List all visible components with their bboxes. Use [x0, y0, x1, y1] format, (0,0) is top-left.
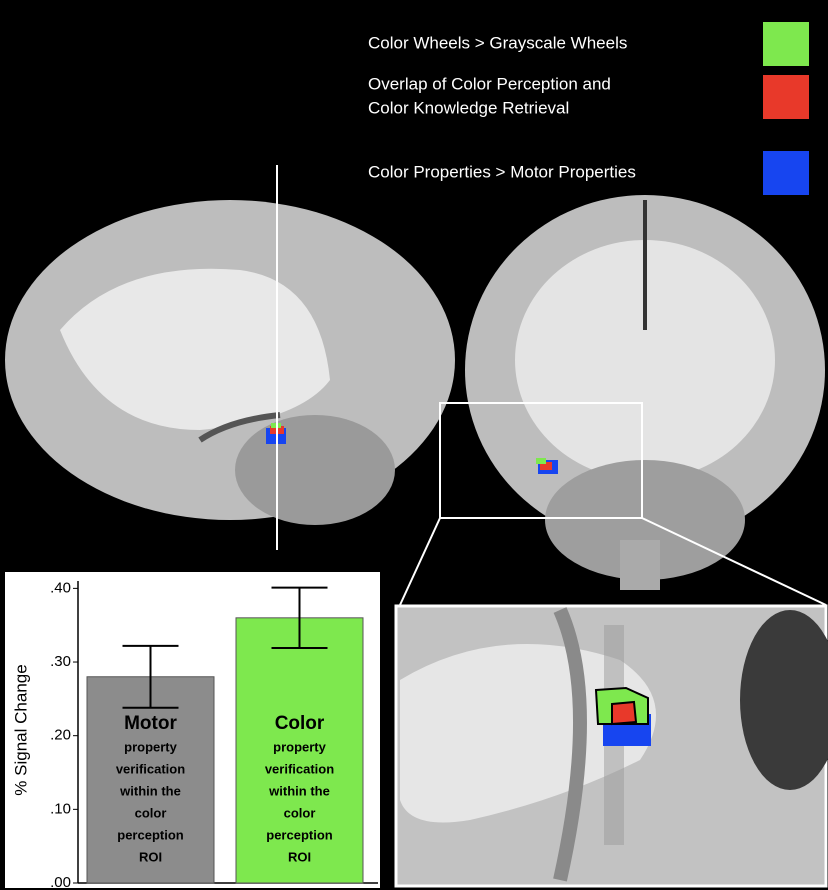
category-description: verification — [116, 761, 185, 776]
category-label: Motor — [124, 713, 177, 734]
category-description: property — [124, 739, 178, 754]
category-description: ROI — [139, 849, 162, 864]
y-tick-label: .30 — [50, 653, 71, 670]
legend-label: Color Properties > Motor Properties — [368, 162, 636, 181]
legend-swatch — [763, 151, 809, 195]
y-tick-label: .20 — [50, 727, 71, 744]
y-tick-label: .10 — [50, 800, 71, 817]
legend-swatch — [763, 22, 809, 66]
category-description: color — [284, 805, 316, 820]
page: {"legend": [ {"lines": ["Color Wheels > … — [0, 0, 828, 890]
legend-label: Color Knowledge Retrieval — [368, 98, 569, 117]
category-description: within the — [268, 783, 330, 798]
category-description: verification — [265, 761, 334, 776]
category-description: color — [135, 805, 167, 820]
legend-swatch — [763, 75, 809, 119]
y-axis-title: % Signal Change — [11, 664, 30, 795]
figure: Color Wheels > Grayscale Wheels Overlap o… — [0, 0, 828, 890]
category-description: perception — [266, 827, 333, 842]
category-description: perception — [117, 827, 184, 842]
zoom-view — [396, 606, 828, 886]
category-label: Color — [275, 713, 325, 734]
y-tick-label: .00 — [50, 874, 71, 890]
legend-label: Overlap of Color Perception and — [368, 74, 611, 93]
legend-label: Color Wheels > Grayscale Wheels — [368, 33, 627, 52]
category-description: ROI — [288, 849, 311, 864]
y-tick-label: .40 — [50, 579, 71, 596]
category-description: within the — [119, 783, 181, 798]
category-description: property — [273, 739, 327, 754]
